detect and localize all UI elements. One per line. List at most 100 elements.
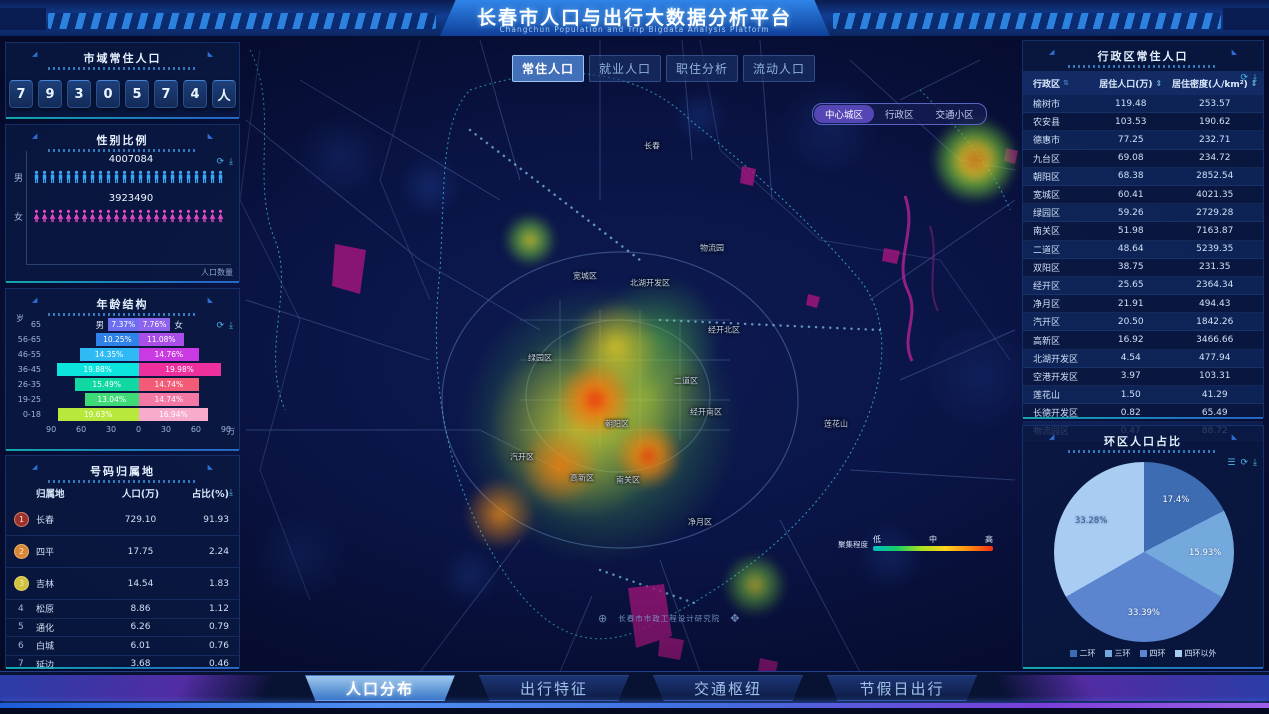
table-row[interactable]: 4 松原 8.86 1.12 — [6, 600, 239, 619]
pyramid-row: 0-18 19.63% 16.94% — [14, 407, 231, 422]
sort-icon[interactable]: ⇕ — [1250, 78, 1258, 88]
table-row[interactable]: 莲花山 1.50 41.29 — [1023, 386, 1263, 405]
sort-icon[interactable]: ⇕ — [1155, 78, 1163, 88]
table-row[interactable]: 绿园区 59.26 2729.28 — [1023, 204, 1263, 223]
table-row[interactable]: 南关区 51.98 7163.87 — [1023, 222, 1263, 241]
population-digit: 5 — [125, 80, 149, 108]
bottom-nav-tab[interactable]: 交通枢纽 — [653, 675, 803, 701]
table-row[interactable]: 北湖开发区 4.54 477.94 — [1023, 349, 1263, 368]
population-cell: 38.75 — [1117, 262, 1144, 273]
legend-item[interactable]: 四环 — [1139, 648, 1166, 659]
download-icon[interactable]: ⤓ — [229, 321, 233, 331]
pyramid-male-cell: 男 7.37% — [46, 318, 139, 331]
female-icon — [49, 209, 56, 223]
table-row[interactable]: 宽城区 60.41 4021.35 — [1023, 186, 1263, 205]
decor-triangle-icon: ◣ — [207, 463, 213, 471]
table-row[interactable]: 6 白城 6.01 0.76 — [6, 637, 239, 656]
pyramid-female-cell: 7.76% 女 — [138, 318, 232, 331]
table-row[interactable]: 二道区 48.64 5239.35 — [1023, 240, 1263, 259]
male-icon — [73, 170, 80, 184]
male-icon — [81, 170, 88, 184]
age-group-label: 19-25 — [17, 395, 41, 404]
download-icon[interactable]: ⤓ — [1253, 458, 1257, 468]
x-axis-ticks: 90 60 30 0 30 60 90 — [46, 425, 231, 434]
map-view-tab[interactable]: 就业人口 — [589, 55, 662, 82]
map-layer-tab[interactable]: 行政区 — [885, 110, 914, 121]
map-view-tab[interactable]: 职住分析 — [666, 55, 739, 82]
download-icon[interactable]: ⤓ — [229, 157, 233, 167]
table-row[interactable]: 长德开发区 0.82 65.49 — [1023, 404, 1263, 423]
table-row[interactable]: 空港开发区 3.97 103.31 — [1023, 368, 1263, 386]
panel-header: ◢ 市域常住人口 ◣ — [6, 43, 239, 70]
age-group-label: 65 — [30, 320, 41, 329]
table-row[interactable]: 5 通化 6.26 0.79 — [6, 619, 239, 637]
axis-tick: 30 — [160, 425, 172, 434]
map-layer-tabs: 中心城区 行政区 交通小区 — [812, 103, 987, 125]
female-icon — [89, 209, 96, 223]
restore-icon[interactable]: ⟳ — [1240, 73, 1249, 83]
legend-item[interactable]: 三环 — [1104, 648, 1131, 659]
table-row[interactable]: 净月区 21.91 494.43 — [1023, 295, 1263, 314]
table-header-row: 行政区 ⇅ 居住人口(万) ⇕ 居住密度(人/km²) ⇕ — [1023, 71, 1263, 95]
table-row[interactable]: 朝阳区 68.38 2852.54 — [1023, 167, 1263, 186]
decor-triangle-icon: ◢ — [32, 296, 38, 304]
table-row[interactable]: 农安县 103.53 190.62 — [1023, 113, 1263, 132]
download-icon[interactable]: ⤓ — [229, 488, 233, 498]
decor-triangle-icon: ◢ — [32, 50, 38, 58]
table-row[interactable]: 1 长春 729.10 91.93 — [6, 504, 239, 536]
legend-item[interactable]: 四环以外 — [1174, 648, 1217, 659]
column-header: 归属地 — [36, 489, 65, 500]
table-row[interactable]: 高新区 16.92 3466.66 — [1023, 331, 1263, 350]
restore-icon[interactable]: ⟳ — [216, 157, 225, 167]
table-row[interactable]: 榆树市 119.48 253.57 — [1023, 95, 1263, 114]
population-cell: 68.38 — [1117, 171, 1144, 182]
legend-item[interactable]: 二环 — [1069, 648, 1096, 659]
table-row[interactable]: 德惠市 77.25 232.71 — [1023, 131, 1263, 150]
list-icon[interactable]: ☰ — [1227, 458, 1236, 468]
population-unit: 人 — [212, 80, 236, 108]
pyramid-male-cell: 14.35% — [46, 348, 139, 361]
population-digit: 4 — [183, 80, 207, 108]
decor-triangle-icon: ◣ — [207, 296, 213, 304]
table-row[interactable]: 双阳区 38.75 231.35 — [1023, 259, 1263, 277]
female-bar: 16.94% — [138, 408, 209, 421]
restore-icon[interactable]: ⟳ — [1240, 458, 1249, 468]
legend-label: 四环以外 — [1184, 649, 1217, 658]
header-stripes-left — [48, 13, 436, 29]
restore-icon[interactable]: ⟳ — [216, 321, 225, 331]
header-corner-left — [0, 8, 46, 30]
density-cell: 494.43 — [1198, 298, 1231, 309]
table-row[interactable]: 3 吉林 14.54 1.83 — [6, 568, 239, 600]
axis-tick: 60 — [190, 425, 202, 434]
table-row[interactable]: 2 四平 17.75 2.24 — [6, 536, 239, 568]
filter-icon[interactable]: ⇅ — [1063, 79, 1069, 87]
female-icon — [57, 209, 64, 223]
table-row[interactable]: 汽开区 20.50 1842.26 — [1023, 313, 1263, 332]
population-cell: 48.64 — [1117, 244, 1144, 255]
legend-swatch — [1069, 650, 1077, 657]
female-icon — [217, 209, 224, 223]
population-digit: 7 — [154, 80, 178, 108]
decor-triangle-icon: ◢ — [1049, 433, 1055, 441]
male-icon — [161, 170, 168, 184]
download-icon[interactable]: ⤓ — [1253, 73, 1257, 83]
table-row[interactable]: 经开区 25.65 2364.34 — [1023, 276, 1263, 296]
bottom-nav-tab[interactable]: 人口分布 — [305, 675, 455, 701]
population-cell: 25.65 — [1117, 280, 1144, 291]
district-label: 汽开区 — [510, 452, 534, 462]
table-row[interactable]: 九台区 69.08 234.72 — [1023, 150, 1263, 168]
map-view-tabs: 常住人口 就业人口 职住分析 流动人口 — [512, 55, 816, 82]
legend-label: 四环 — [1149, 649, 1166, 658]
bottom-nav-tab[interactable]: 节假日出行 — [827, 675, 977, 701]
decor-triangle-icon: ◣ — [207, 132, 213, 140]
bottom-nav-tab[interactable]: 出行特征 — [479, 675, 629, 701]
district-name-cell: 净月区 — [1033, 300, 1061, 311]
legend-tick: 高 — [985, 535, 993, 544]
map-view-tab[interactable]: 常住人口 — [512, 55, 585, 82]
map-layer-tab[interactable]: 交通小区 — [935, 110, 974, 121]
map-view-tab[interactable]: 流动人口 — [743, 55, 816, 82]
male-icon — [137, 170, 144, 184]
rank-badge: 3 — [14, 576, 29, 591]
map-layer-tab[interactable]: 中心城区 — [814, 105, 875, 123]
district-label: 经开北区 — [708, 325, 740, 335]
